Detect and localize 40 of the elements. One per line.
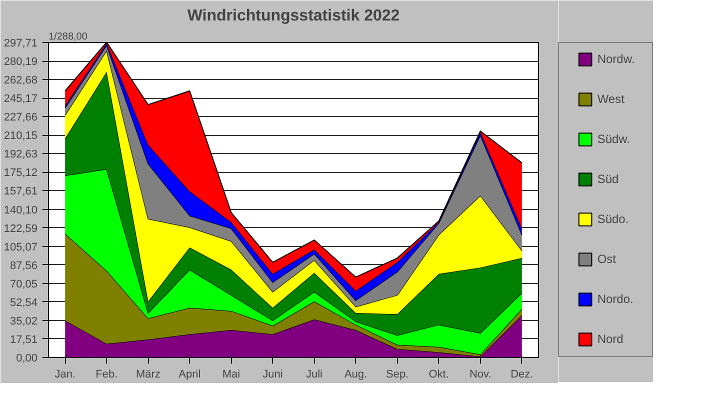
y-tick-label: 140,10 [4, 204, 38, 216]
y-tick-label: 245,17 [4, 93, 38, 106]
text: 1/288,00 [48, 32, 88, 42]
y-tick-label: 227,66 [4, 112, 38, 124]
x-tick-label: Okt. [428, 368, 449, 380]
x-tick-label: Nov. [469, 368, 492, 380]
x-tick-label: Jan. [54, 368, 76, 380]
x-tick-label: April [178, 368, 201, 380]
y-tick-label: 17,51 [10, 334, 38, 346]
legend-label: Südo. [597, 212, 629, 226]
x-tick-label: Feb. [96, 368, 118, 380]
legend-label: West [597, 92, 624, 106]
legend-label: Süd [597, 172, 619, 186]
legend-label: Ost [597, 252, 617, 266]
y-tick-label: 52,54 [10, 296, 38, 309]
x-tick-label: Aug. [344, 368, 368, 380]
y-tick-label: 105,07 [4, 241, 38, 254]
y-tick-label: 210,15 [4, 130, 38, 142]
chart-title: Windrichtungsstatistik 2022 [187, 8, 400, 24]
y-tick-label: 87,56 [10, 260, 38, 272]
x-tick-label: Sep. [386, 368, 409, 380]
y-tick-label: 262,68 [4, 74, 38, 87]
legend-label: Südw. [597, 132, 630, 146]
x-tick-label: Juli [306, 368, 323, 380]
x-tick-label: Juni [262, 368, 283, 380]
x-tick-label: März [136, 368, 160, 380]
y-tick-label: 35,02 [10, 315, 38, 328]
y-tick-label: 122,59 [4, 222, 38, 235]
y-tick-label: 175,12 [4, 167, 38, 180]
x-tick-label: Mai [222, 368, 240, 380]
y-tick-label: 192,63 [4, 148, 38, 161]
y-tick-label: 157,61 [4, 186, 38, 198]
legend-label: Nordw. [597, 52, 635, 66]
legend-label: Nordo. [597, 292, 634, 306]
y-tick-label: 280,19 [4, 56, 38, 68]
legend-label: Nord [597, 332, 624, 346]
y-tick-label: 70,05 [10, 278, 38, 290]
y-tick-label: 297,71 [4, 38, 38, 50]
x-tick-label: Dez. [510, 368, 534, 380]
y-tick-label: 0,00 [16, 352, 38, 364]
